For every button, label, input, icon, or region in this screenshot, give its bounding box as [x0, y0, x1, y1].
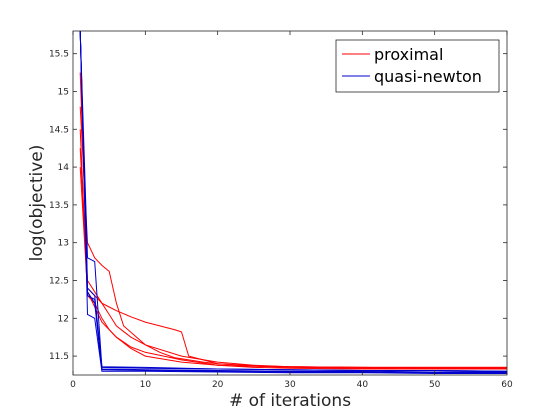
x-axis-label: # of iterations [229, 391, 351, 411]
x-tick-label: 30 [284, 380, 296, 390]
y-tick-label: 13.5 [49, 201, 69, 211]
series-line-quasi-newton-4 [79, 31, 507, 374]
y-tick-label: 15.5 [49, 50, 69, 60]
x-tick-label: 0 [70, 380, 76, 390]
y-axis: 11.5 12 12.5 13 13.5 14 14.5 15 15.5 [49, 50, 507, 362]
series-group [79, 31, 507, 374]
y-tick-label: 11.5 [49, 352, 69, 362]
y-tick-label: 14.5 [49, 125, 69, 135]
y-tick-label: 12 [58, 314, 69, 324]
series-line-quasi-newton-3 [79, 31, 507, 373]
y-tick-label: 15 [58, 87, 69, 97]
x-tick-label: 10 [140, 380, 152, 390]
x-tick-label: 20 [212, 380, 224, 390]
legend: proximal quasi-newton [335, 39, 500, 93]
x-tick-label: 50 [429, 380, 441, 390]
series-line-proximal-3 [79, 106, 507, 369]
y-tick-label: 12.5 [49, 276, 69, 286]
y-axis-label: log(objective) [27, 145, 47, 262]
series-line-quasi-newton-5 [79, 31, 507, 372]
y-tick-label: 13 [58, 239, 69, 249]
y-tick-label: 14 [58, 163, 70, 173]
x-tick-label: 40 [357, 380, 369, 390]
x-tick-label: 60 [501, 380, 513, 390]
legend-label-proximal: proximal [374, 45, 443, 64]
x-axis: 0 10 20 30 40 50 60 [70, 31, 513, 390]
series-line-proximal-4 [79, 129, 507, 370]
legend-box [335, 39, 500, 93]
legend-label-quasi-newton: quasi-newton [374, 67, 482, 86]
